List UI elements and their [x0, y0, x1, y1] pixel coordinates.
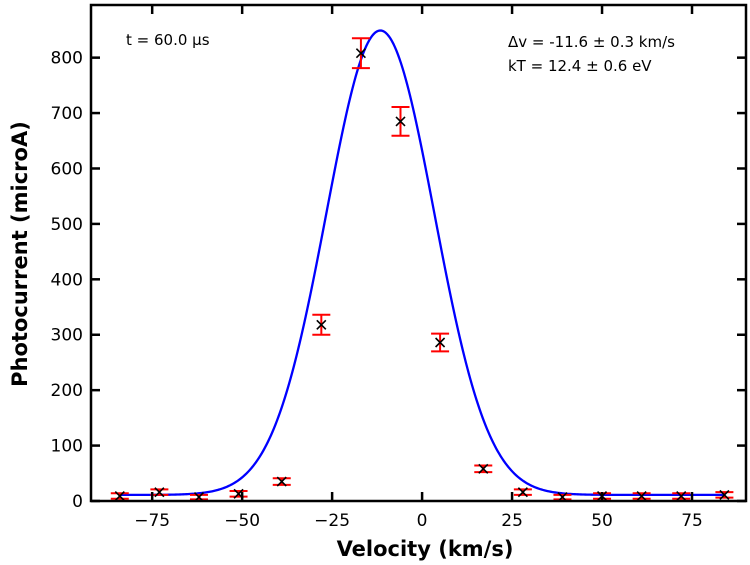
- x-tick-label: 75: [681, 511, 703, 531]
- kt-annotation: kT = 12.4 ± 0.6 eV: [508, 57, 652, 75]
- x-tick-label: 0: [417, 511, 428, 531]
- x-marker: [676, 490, 687, 502]
- y-tick-label: 500: [51, 215, 83, 235]
- data-point: [431, 332, 450, 353]
- x-marker: [233, 488, 244, 499]
- x-marker: [395, 116, 406, 127]
- x-tick-label: 50: [591, 511, 613, 531]
- y-tick-label: 600: [51, 159, 83, 179]
- x-marker: [435, 337, 446, 348]
- y-tick-label: 400: [51, 270, 83, 290]
- y-tick-label: 200: [51, 381, 83, 401]
- x-tick-label: −75: [134, 511, 170, 531]
- axes-layer: −75 −50 −25 0 25 50 75 0 100 200 300 400 500 600 700 80…: [51, 3, 748, 531]
- x-marker: [517, 487, 528, 498]
- x-tick-label: 25: [501, 511, 523, 531]
- data-point: [391, 105, 410, 137]
- data-point: [272, 476, 291, 487]
- annotations: t = 60.0 μs Δv = -11.6 ± 0.3 km/s kT = 1…: [126, 31, 675, 75]
- x-marker: [114, 490, 125, 502]
- x-marker: [276, 476, 287, 487]
- y-tick-label: 300: [51, 326, 83, 346]
- y-tick-label: 100: [51, 437, 83, 457]
- data-point: [632, 490, 651, 502]
- y-tick-label: 700: [51, 104, 83, 124]
- delta-v-annotation: Δv = -11.6 ± 0.3 km/s: [508, 33, 675, 51]
- x-marker: [478, 463, 489, 474]
- data-point: [351, 37, 370, 70]
- plot-background: [91, 5, 746, 501]
- data-point: [715, 489, 734, 500]
- data-point: [513, 487, 532, 498]
- plot-frame: [89, 3, 748, 503]
- data-point: [110, 490, 129, 502]
- x-marker: [719, 489, 730, 500]
- x-marker: [355, 48, 366, 59]
- x-tick-label: −50: [224, 511, 260, 531]
- time-annotation: t = 60.0 μs: [126, 31, 210, 49]
- x-marker: [636, 490, 647, 502]
- data-point: [672, 490, 691, 502]
- x-marker: [154, 487, 165, 498]
- data-point: [312, 313, 331, 336]
- data-point: [150, 487, 169, 498]
- plot-area: [91, 5, 746, 501]
- data-point: [229, 488, 248, 499]
- x-axis-title: Velocity (km/s): [337, 537, 514, 561]
- x-tick-label: −25: [314, 511, 350, 531]
- y-tick-label: 800: [51, 49, 83, 69]
- gaussian-fit-layer: [119, 29, 725, 497]
- y-axis-title: Photocurrent (microA): [8, 121, 32, 387]
- x-marker: [316, 319, 327, 330]
- data-point: [474, 463, 493, 474]
- gaussian-fit-curve: [119, 29, 725, 497]
- y-tick-label: 0: [72, 492, 83, 512]
